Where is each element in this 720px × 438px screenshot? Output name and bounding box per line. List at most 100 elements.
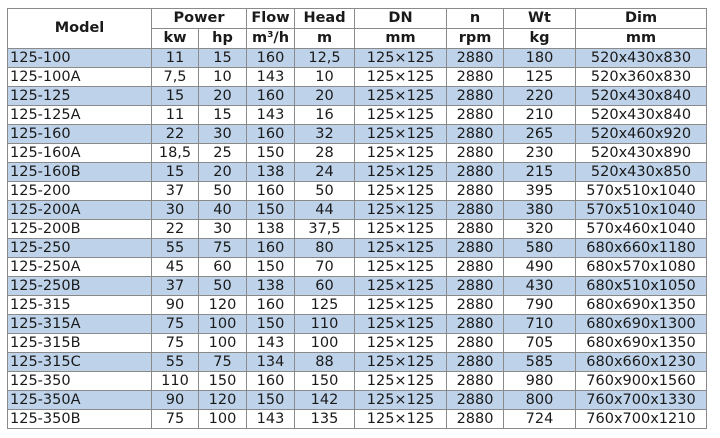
cell-model: 125-250A: [7, 257, 152, 277]
cell-head: 32: [294, 124, 356, 144]
cell-hp: 15: [197, 105, 248, 125]
cell-head: 44: [294, 200, 356, 220]
cell-hp: 15: [197, 48, 248, 68]
cell-model: 125-250: [7, 238, 152, 258]
cell-wt: 580: [503, 238, 577, 258]
cell-kw: 90: [151, 295, 199, 315]
table-row: 125-315B 75 100 143 100 125×125 2880 705 680x690…: [7, 333, 708, 353]
cell-head: 142: [294, 390, 356, 410]
table-row: 125-160A 18,5 25 150 28 125×125 2880 230 520x430…: [7, 143, 708, 163]
cell-flow: 160: [246, 238, 296, 258]
cell-dim: 680x510x1050: [575, 276, 708, 296]
cell-flow: 150: [246, 257, 296, 277]
cell-flow: 160: [246, 48, 296, 68]
cell-n: 2880: [446, 48, 505, 68]
cell-dim: 680x690x1300: [575, 314, 708, 334]
cell-dn: 125×125: [354, 333, 448, 353]
cell-n: 2880: [446, 257, 505, 277]
cell-n: 2880: [446, 238, 505, 258]
cell-head: 24: [294, 162, 356, 182]
cell-head: 70: [294, 257, 356, 277]
cell-dn: 125×125: [354, 390, 448, 410]
cell-dim: 520x430x840: [575, 105, 708, 125]
cell-flow: 150: [246, 390, 296, 410]
header-n: n: [446, 8, 505, 29]
table-row: 125-250 55 75 160 80 125×125 2880 580 680x660x11…: [7, 238, 708, 258]
cell-n: 2880: [446, 105, 505, 125]
cell-model: 125-160A: [7, 143, 152, 163]
cell-dn: 125×125: [354, 219, 448, 239]
cell-model: 125-350: [7, 371, 152, 391]
cell-flow: 143: [246, 67, 296, 87]
cell-flow: 160: [246, 86, 296, 106]
cell-dim: 760x900x1560: [575, 371, 708, 391]
cell-wt: 724: [503, 409, 577, 429]
table-row: 125-100A 7,5 10 143 10 125×125 2880 125 520x360x…: [7, 67, 708, 87]
cell-head: 100: [294, 333, 356, 353]
cell-dn: 125×125: [354, 181, 448, 201]
cell-hp: 75: [197, 352, 248, 372]
header-head: Head: [294, 8, 356, 29]
cell-hp: 20: [197, 162, 248, 182]
cell-hp: 100: [197, 314, 248, 334]
cell-wt: 380: [503, 200, 577, 220]
cell-dim: 680x570x1080: [575, 257, 708, 277]
cell-wt: 320: [503, 219, 577, 239]
cell-wt: 220: [503, 86, 577, 106]
cell-wt: 980: [503, 371, 577, 391]
cell-n: 2880: [446, 352, 505, 372]
cell-wt: 395: [503, 181, 577, 201]
cell-flow: 134: [246, 352, 296, 372]
table-row: 125-160B 15 20 138 24 125×125 2880 215 520x430x8…: [7, 162, 708, 182]
cell-head: 20: [294, 86, 356, 106]
unit-kw: kw: [151, 28, 199, 49]
cell-kw: 45: [151, 257, 199, 277]
unit-dn: mm: [354, 28, 448, 49]
cell-dim: 760x700x1330: [575, 390, 708, 410]
cell-dim: 520x430x850: [575, 162, 708, 182]
cell-dim: 520x460x920: [575, 124, 708, 144]
cell-flow: 160: [246, 124, 296, 144]
cell-dim: 680x660x1230: [575, 352, 708, 372]
cell-wt: 230: [503, 143, 577, 163]
table-row: 125-200 37 50 160 50 125×125 2880 395 570x510x10…: [7, 181, 708, 201]
cell-head: 135: [294, 409, 356, 429]
header-flow: Flow: [246, 8, 296, 29]
cell-model: 125-200B: [7, 219, 152, 239]
cell-dn: 125×125: [354, 352, 448, 372]
cell-hp: 30: [197, 219, 248, 239]
cell-wt: 180: [503, 48, 577, 68]
cell-kw: 37: [151, 276, 199, 296]
cell-kw: 110: [151, 371, 199, 391]
cell-kw: 15: [151, 162, 199, 182]
cell-hp: 50: [197, 181, 248, 201]
cell-wt: 790: [503, 295, 577, 315]
cell-flow: 150: [246, 200, 296, 220]
cell-kw: 18,5: [151, 143, 199, 163]
cell-kw: 75: [151, 314, 199, 334]
cell-wt: 215: [503, 162, 577, 182]
cell-dim: 520x430x830: [575, 48, 708, 68]
cell-n: 2880: [446, 333, 505, 353]
cell-dim: 760x700x1210: [575, 409, 708, 429]
cell-dn: 125×125: [354, 276, 448, 296]
cell-dn: 125×125: [354, 238, 448, 258]
table-row: 125-350 110 150 160 150 125×125 2880 980 760x900…: [7, 371, 708, 391]
cell-flow: 138: [246, 219, 296, 239]
cell-hp: 20: [197, 86, 248, 106]
cell-head: 60: [294, 276, 356, 296]
cell-dn: 125×125: [354, 124, 448, 144]
cell-model: 125-315: [7, 295, 152, 315]
cell-kw: 22: [151, 219, 199, 239]
cell-wt: 585: [503, 352, 577, 372]
table-row: 125-315 90 120 160 125 125×125 2880 790 680x690x…: [7, 295, 708, 315]
cell-model: 125-250B: [7, 276, 152, 296]
cell-wt: 125: [503, 67, 577, 87]
table-row: 125-250A 45 60 150 70 125×125 2880 490 680x570x1…: [7, 257, 708, 277]
cell-flow: 138: [246, 162, 296, 182]
cell-model: 125-125A: [7, 105, 152, 125]
table-row: 125-250B 37 50 138 60 125×125 2880 430 680x510x1…: [7, 276, 708, 296]
table-row: 125-200B 22 30 138 37,5 125×125 2880 320 570x460…: [7, 219, 708, 239]
cell-model: 125-200A: [7, 200, 152, 220]
cell-dim: 680x660x1180: [575, 238, 708, 258]
